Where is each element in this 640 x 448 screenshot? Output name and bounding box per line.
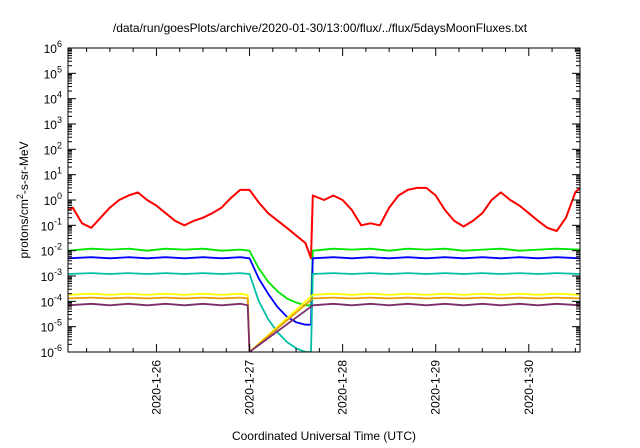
y-tick-label: 105 (44, 64, 62, 81)
y-tick-label-exponent: 5 (57, 64, 62, 74)
y-tick-label-exponent: -3 (54, 267, 62, 277)
series-line-1 (68, 186, 580, 260)
y-tick-label: 102 (44, 140, 62, 157)
x-tick-label: 2020-1-28 (336, 360, 350, 415)
series-line-5 (68, 292, 580, 352)
y-tick-label-base: 10 (41, 346, 55, 360)
y-tick-label-exponent: 2 (57, 140, 62, 150)
y-tick-label-exponent: 3 (57, 115, 62, 125)
series-line-3 (68, 256, 580, 326)
chart-title: /data/run/goesPlots/archive/2020-01-30/1… (113, 21, 528, 35)
ticks-layer (68, 47, 580, 353)
y-tick-label-exponent: -5 (54, 318, 62, 328)
y-tick-label-base: 10 (41, 245, 55, 259)
y-tick-label: 104 (44, 90, 62, 107)
x-tick-label: 2020-1-27 (243, 360, 257, 415)
y-tick-label-exponent: 0 (57, 191, 62, 201)
y-tick-label-base: 10 (44, 118, 58, 132)
y-tick-label: 10-6 (41, 343, 62, 360)
y-tick-label-exponent: -1 (54, 216, 62, 226)
y-tick-label: 103 (44, 115, 62, 132)
y-tick-label: 10-2 (41, 242, 62, 259)
x-tick-label: 2020-1-26 (149, 360, 163, 415)
y-tick-label-exponent: 1 (57, 166, 62, 176)
y-tick-label-base: 10 (44, 42, 58, 56)
y-axis-label-superscript: 2 (15, 194, 25, 199)
y-tick-label-exponent: -6 (54, 343, 62, 353)
y-tick-label-base: 10 (41, 270, 55, 284)
y-tick-label: 106 (44, 39, 62, 56)
y-tick-label-base: 10 (44, 169, 58, 183)
series-line-7 (68, 302, 580, 352)
y-tick-label-exponent: 4 (57, 90, 62, 100)
series-line-6 (68, 296, 580, 352)
y-tick-labels: 10-610-510-410-310-210-11001011021031041… (41, 39, 62, 360)
y-tick-label-base: 10 (44, 67, 58, 81)
y-tick-label-exponent: 6 (57, 39, 62, 49)
series-layer (68, 186, 580, 352)
y-tick-label: 101 (44, 166, 62, 183)
y-axis-label-suffix: -s-sr-MeV (17, 141, 31, 194)
x-tick-labels: 2020-1-26 2020-1-27 2020-1-28 2020-1-29 2020… (149, 360, 535, 415)
x-tick-label: 2020-1-29 (429, 360, 443, 415)
y-tick-label-base: 10 (44, 143, 58, 157)
x-axis-label: Coordinated Universal Time (UTC) (232, 429, 416, 443)
y-tick-label: 10-3 (41, 267, 62, 284)
series-line-4 (68, 272, 580, 352)
y-tick-label: 10-4 (41, 292, 62, 309)
y-tick-label: 10-1 (41, 216, 62, 233)
y-tick-label-base: 10 (44, 194, 58, 208)
y-tick-label: 10-5 (41, 318, 62, 335)
y-tick-label-base: 10 (41, 295, 55, 309)
y-tick-label-exponent: -2 (54, 242, 62, 252)
x-tick-label: 2020-1-30 (522, 360, 536, 415)
y-tick-label-base: 10 (41, 219, 55, 233)
y-tick-label: 100 (44, 191, 62, 208)
y-axis-label-prefix: protons/cm (17, 199, 31, 258)
y-tick-label-base: 10 (44, 93, 58, 107)
y-axis-label: protons/cm2-s-sr-MeV (15, 141, 31, 258)
y-tick-label-base: 10 (41, 321, 55, 335)
y-tick-label-exponent: -4 (54, 292, 62, 302)
